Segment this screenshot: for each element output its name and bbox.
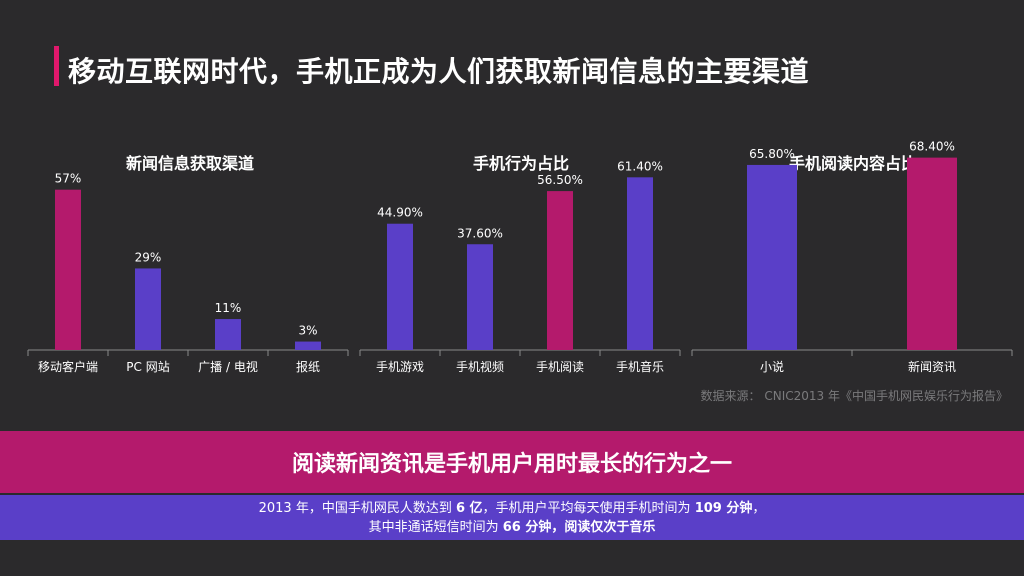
info-highlight: 6 亿 [455, 500, 483, 516]
summary-banner: 阅读新闻资讯是手机用户用时最长的行为之一 [0, 431, 1024, 493]
slide-title: 移动互联网时代，手机正成为人们获取新闻信息的主要渠道 [68, 55, 810, 88]
chart-1-bar [215, 319, 241, 350]
chart-3-bar [747, 164, 797, 350]
chart-2-bar [387, 223, 413, 350]
chart-1-category-label: PC 网站 [126, 360, 169, 374]
chart-2-data-label: 56.50% [537, 173, 583, 187]
chart-2-category-label: 手机阅读 [536, 360, 584, 374]
chart-1-category-label: 移动客户端 [38, 359, 98, 374]
chart-1-bar [295, 341, 321, 350]
bottom-strip [0, 540, 1024, 576]
info-text: ， [752, 500, 766, 516]
charts-canvas: 57% 移动客户端 29% PC 网站 11% 广播 / 电视 3% 报纸 44.90% 手机游戏… [27, 140, 1013, 374]
info-highlight: ，阅读仅次于音乐 [551, 519, 656, 535]
chart-2-data-label: 44.90% [377, 206, 423, 220]
info-text: 2013 年，中国手机网民人数达到 [258, 500, 456, 516]
title-accent-bar [54, 46, 59, 86]
chart-2-bar [547, 191, 573, 350]
chart-1-data-label: 11% [215, 301, 242, 315]
banner-text: 阅读新闻资讯是手机用户用时最长的行为之一 [291, 452, 732, 477]
chart-1-title: 新闻信息获取渠道 [125, 154, 255, 173]
info-line-2: 其中非通话短信时间为 66 分钟，阅读仅次于音乐 [369, 518, 656, 537]
chart-2-bar [627, 177, 653, 350]
info-box: 2013 年，中国手机网民人数达到 6 亿，手机用户平均每天使用手机时间为 10… [0, 495, 1024, 540]
chart-2-bar [467, 244, 493, 350]
chart-2-category-label: 手机游戏 [376, 360, 424, 374]
info-text: ，手机用户平均每天使用手机时间为 [482, 500, 695, 516]
chart-2-category-label: 手机音乐 [616, 359, 664, 374]
info-highlight: 109 分钟 [694, 500, 753, 516]
chart-2-data-label: 61.40% [617, 159, 663, 173]
chart-3-title: 手机阅读内容占比 [788, 154, 918, 173]
info-text: 其中非通话短信时间为 [368, 519, 503, 535]
info-highlight: 66 分钟 [502, 519, 552, 535]
chart-2-category-label: 手机视频 [456, 359, 504, 374]
chart-1-category-label: 广播 / 电视 [198, 359, 258, 374]
chart-1-data-label: 57% [55, 172, 82, 186]
chart-3-data-label: 65.80% [749, 147, 795, 161]
chart-1-bar [55, 189, 81, 350]
chart-1-category-label: 报纸 [296, 359, 320, 374]
info-line-1: 2013 年，中国手机网民人数达到 6 亿，手机用户平均每天使用手机时间为 10… [259, 499, 766, 518]
chart-2-data-label: 37.60% [457, 226, 503, 240]
chart-3-data-label: 68.40% [909, 140, 955, 154]
chart-3-bar [907, 157, 957, 350]
chart-2-title: 手机行为占比 [472, 154, 570, 173]
data-source-note: 数据来源： CNIC2013 年《中国手机网民娱乐行为报告》 [700, 389, 1008, 403]
chart-1-data-label: 29% [135, 250, 162, 264]
chart-1-bar [135, 268, 161, 350]
chart-1-data-label: 3% [298, 324, 317, 338]
chart-3-category-label: 新闻资讯 [908, 359, 956, 374]
chart-3-category-label: 小说 [760, 359, 784, 374]
